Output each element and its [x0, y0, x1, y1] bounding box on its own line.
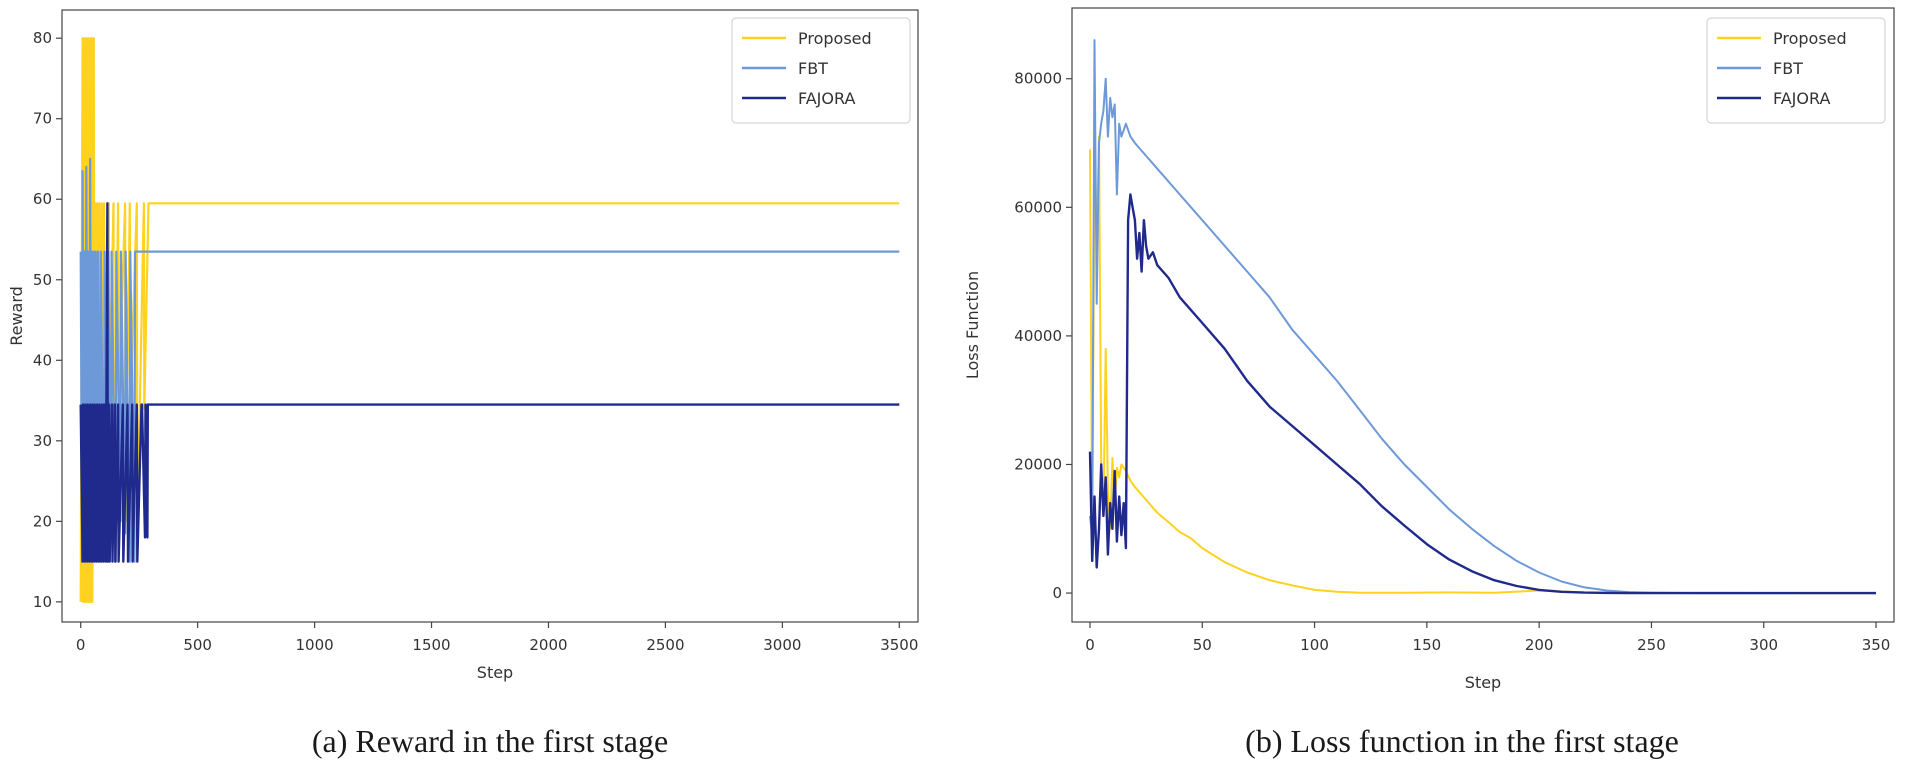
loss-caption: (b) Loss function in the first stage [1245, 723, 1679, 759]
loss-y-tick-label: 40000 [1014, 327, 1062, 345]
reward-x-tick-label: 3000 [763, 636, 801, 654]
loss-x-tick-label: 350 [1862, 636, 1891, 654]
reward-y-tick-label: 40 [33, 351, 52, 369]
loss-x-tick-label: 100 [1300, 636, 1329, 654]
reward-y-tick-label: 80 [33, 29, 52, 47]
reward-series-fbt-line [79, 157, 900, 563]
loss-series-fbt-line [1089, 39, 1876, 595]
legend-label-fajora: FAJORA [798, 89, 855, 108]
loss-plot-frame [1071, 7, 1895, 623]
loss-x-axis-label: Step [1465, 673, 1501, 692]
reward-x-tick-label: 3500 [880, 636, 918, 654]
loss-y-axis-label: Loss Function [963, 271, 982, 379]
reward-x-tick-label: 2000 [529, 636, 567, 654]
reward-caption: (a) Reward in the first stage [312, 723, 668, 759]
reward-series-fajora-line [79, 202, 900, 563]
loss-series-lines [1088, 39, 1876, 595]
reward-y-tick-label: 50 [33, 271, 52, 289]
loss-y-tick-label: 20000 [1014, 455, 1062, 473]
reward-y-tick-label: 70 [33, 110, 52, 128]
legend-label-fajora: FAJORA [1773, 89, 1830, 108]
reward-y-tick-label: 20 [33, 512, 52, 530]
reward-y-tick-label: 30 [33, 432, 52, 450]
legend-label-proposed: Proposed [1773, 29, 1847, 48]
reward-legend: Proposed FBT FAJORA [731, 17, 911, 124]
loss-x-tick-label: 0 [1085, 636, 1095, 654]
loss-x-tick-label: 200 [1525, 636, 1554, 654]
loss-x-tick-label: 150 [1413, 636, 1442, 654]
reward-x-tick-label: 1000 [295, 636, 333, 654]
loss-legend: Proposed FBT FAJORA [1706, 17, 1886, 124]
reward-y-tick-label: 10 [33, 593, 52, 611]
reward-x-tick-label: 1500 [412, 636, 450, 654]
reward-chart-panel: 0 500 1000 1500 2000 2500 3000 3500 10 20 30 40 50 60… [7, 9, 919, 759]
legend-label-fbt: FBT [798, 59, 828, 78]
loss-x-tick-label: 300 [1749, 636, 1778, 654]
loss-x-tick-label: 250 [1637, 636, 1666, 654]
loss-ticks: 0 50 100 150 200 250 300 350 0 20000 40000 60000 800… [1014, 70, 1890, 654]
reward-x-tick-label: 2500 [646, 636, 684, 654]
reward-y-axis-label: Reward [7, 286, 26, 346]
loss-y-tick-label: 60000 [1014, 198, 1062, 216]
reward-x-tick-label: 500 [183, 636, 212, 654]
reward-y-tick-label: 60 [33, 190, 52, 208]
reward-x-tick-label: 0 [76, 636, 86, 654]
loss-y-tick-label: 0 [1052, 584, 1062, 602]
loss-series-proposed-line [1089, 135, 1876, 595]
reward-plot-frame [61, 9, 919, 623]
loss-series-fajora-line [1088, 193, 1876, 595]
legend-label-proposed: Proposed [798, 29, 872, 48]
loss-y-tick-label: 80000 [1014, 70, 1062, 88]
reward-ticks: 0 500 1000 1500 2000 2500 3000 3500 10 20 30 40 50 60… [33, 29, 918, 654]
reward-series-lines [79, 37, 900, 604]
loss-chart-panel: 0 50 100 150 200 250 300 350 0 20000 40000 60000 800… [963, 7, 1895, 759]
reward-x-axis-label: Step [477, 663, 513, 682]
legend-label-fbt: FBT [1773, 59, 1803, 78]
loss-x-tick-label: 50 [1193, 636, 1212, 654]
